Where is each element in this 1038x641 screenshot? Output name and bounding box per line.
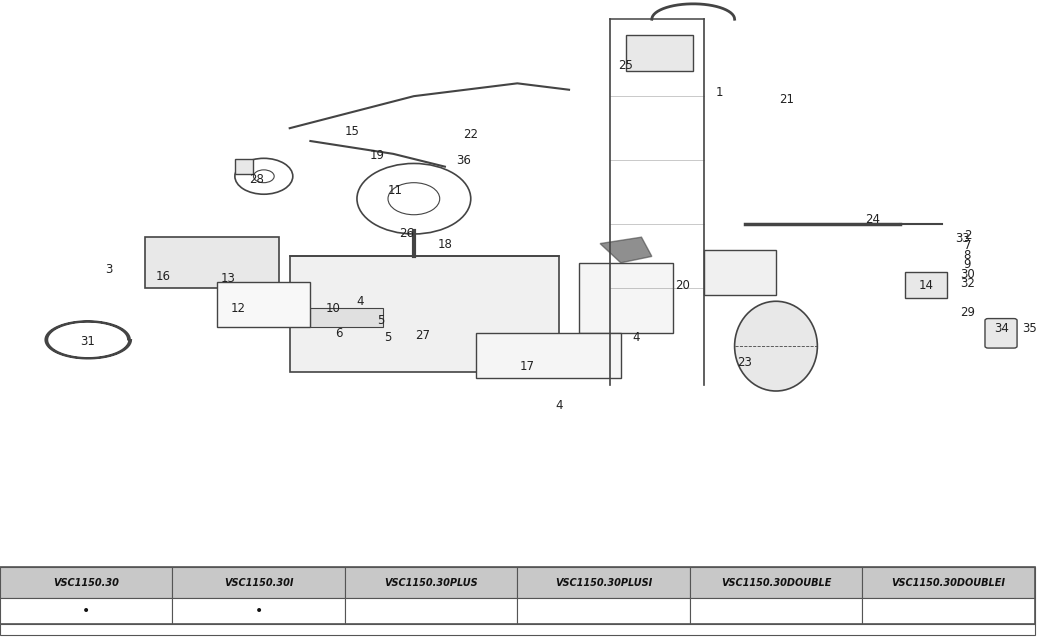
Text: VSC1150.30I: VSC1150.30I — [224, 578, 294, 588]
Text: VSC1150.30: VSC1150.30 — [53, 578, 119, 588]
Text: 5: 5 — [377, 314, 384, 327]
Text: VSC1150.30DOUBLEI: VSC1150.30DOUBLEI — [892, 578, 1006, 588]
Text: 19: 19 — [371, 149, 385, 162]
FancyBboxPatch shape — [476, 333, 621, 378]
Text: 10: 10 — [326, 303, 340, 315]
Polygon shape — [600, 237, 652, 263]
Text: 16: 16 — [156, 271, 171, 283]
FancyBboxPatch shape — [905, 272, 947, 298]
FancyBboxPatch shape — [345, 567, 517, 598]
Text: 6: 6 — [335, 327, 344, 340]
Text: 34: 34 — [994, 322, 1009, 335]
FancyBboxPatch shape — [517, 567, 690, 598]
FancyBboxPatch shape — [145, 237, 279, 288]
Text: 4: 4 — [632, 331, 640, 344]
FancyBboxPatch shape — [290, 256, 558, 372]
Text: 1: 1 — [715, 87, 722, 99]
Text: •: • — [254, 604, 263, 618]
Text: 35: 35 — [1022, 322, 1037, 335]
Text: 7: 7 — [963, 239, 972, 252]
FancyBboxPatch shape — [0, 624, 1035, 635]
FancyBboxPatch shape — [235, 159, 253, 174]
Text: 31: 31 — [81, 335, 95, 347]
Text: 3: 3 — [105, 263, 112, 276]
Text: 21: 21 — [778, 93, 794, 106]
Text: VSC1150.30PLUS: VSC1150.30PLUS — [384, 578, 477, 588]
Text: 11: 11 — [388, 184, 403, 197]
FancyBboxPatch shape — [217, 282, 310, 327]
FancyBboxPatch shape — [690, 567, 863, 598]
FancyBboxPatch shape — [0, 598, 172, 624]
Text: 32: 32 — [960, 278, 975, 290]
Text: 14: 14 — [919, 279, 933, 292]
Text: 18: 18 — [437, 238, 453, 251]
FancyBboxPatch shape — [310, 308, 383, 327]
Text: 4: 4 — [356, 295, 363, 308]
Text: 26: 26 — [400, 228, 414, 240]
Text: 5: 5 — [384, 331, 391, 344]
Text: 8: 8 — [963, 249, 972, 262]
Text: 4: 4 — [555, 399, 563, 412]
FancyBboxPatch shape — [626, 35, 693, 71]
FancyBboxPatch shape — [345, 598, 517, 624]
Text: 36: 36 — [456, 154, 471, 167]
FancyBboxPatch shape — [0, 567, 172, 598]
Text: 25: 25 — [619, 59, 633, 72]
Ellipse shape — [735, 301, 817, 391]
Text: 23: 23 — [738, 356, 753, 369]
Text: 33: 33 — [955, 232, 969, 245]
Text: 12: 12 — [230, 303, 245, 315]
FancyBboxPatch shape — [172, 567, 345, 598]
FancyBboxPatch shape — [985, 319, 1017, 348]
FancyBboxPatch shape — [863, 598, 1035, 624]
Text: 15: 15 — [345, 125, 359, 138]
Text: VSC1150.30PLUSI: VSC1150.30PLUSI — [555, 578, 652, 588]
Text: 17: 17 — [520, 360, 536, 373]
Text: 2: 2 — [963, 229, 972, 242]
FancyBboxPatch shape — [172, 598, 345, 624]
Text: 29: 29 — [960, 306, 975, 319]
Text: 28: 28 — [249, 173, 264, 186]
FancyBboxPatch shape — [863, 567, 1035, 598]
FancyBboxPatch shape — [579, 263, 673, 333]
Text: 20: 20 — [676, 279, 690, 292]
Text: 24: 24 — [865, 213, 880, 226]
Text: •: • — [82, 604, 90, 618]
Text: VSC1150.30DOUBLE: VSC1150.30DOUBLE — [720, 578, 831, 588]
Text: 30: 30 — [960, 268, 975, 281]
FancyBboxPatch shape — [690, 598, 863, 624]
FancyBboxPatch shape — [517, 598, 690, 624]
Text: 27: 27 — [414, 329, 430, 342]
Text: 13: 13 — [220, 272, 235, 285]
Text: 9: 9 — [963, 258, 972, 271]
FancyBboxPatch shape — [704, 250, 776, 295]
Text: 22: 22 — [463, 128, 479, 141]
